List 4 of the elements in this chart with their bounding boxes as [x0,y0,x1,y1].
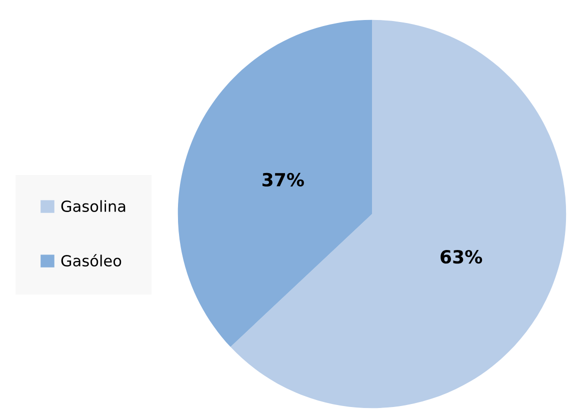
data-label: 37% [262,172,304,187]
data-label: 63% [440,250,482,264]
legend-label: Gasóleo [61,254,122,267]
legend-label: Gasolina [61,200,126,212]
